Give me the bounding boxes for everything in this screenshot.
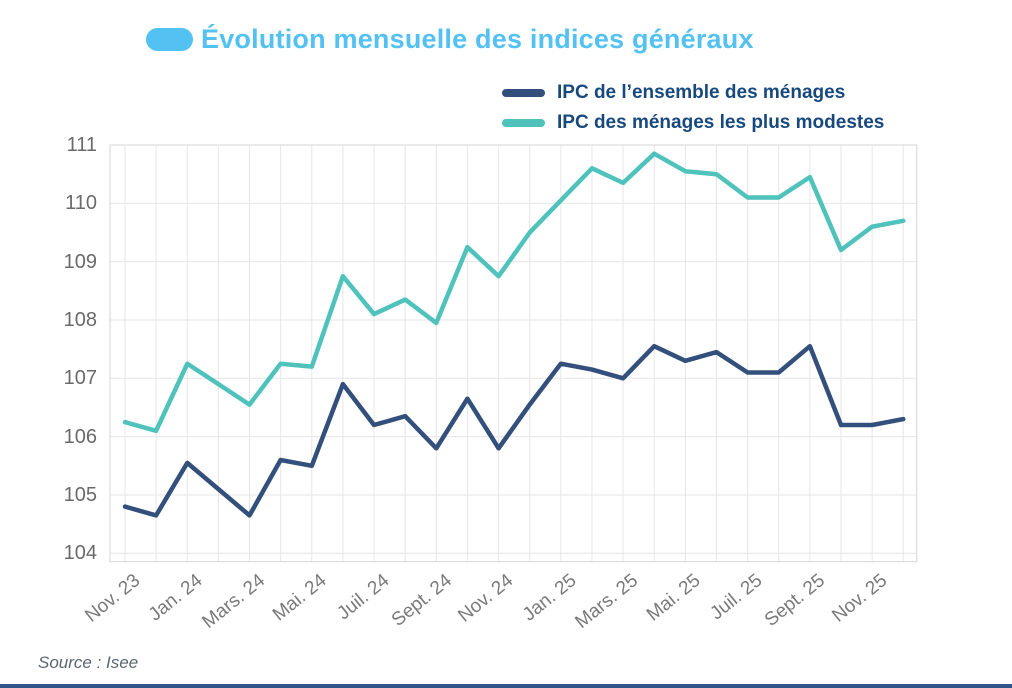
- y-tick-label: 109: [63, 250, 97, 273]
- legend-item-ensemble: IPC de l’ensemble des ménages: [502, 78, 884, 108]
- y-tick-label: 105: [63, 483, 97, 506]
- y-tick-label: 108: [63, 308, 97, 331]
- series-line-ensemble: [122, 343, 906, 518]
- title-row: Évolution mensuelle des indices généraux: [146, 24, 754, 55]
- title-pill-icon: [146, 28, 193, 51]
- y-tick-label: 110: [65, 192, 97, 215]
- legend-swatch-ensemble: [502, 89, 545, 97]
- y-tick-label: 106: [63, 425, 97, 448]
- y-tick-label: 111: [66, 133, 97, 156]
- y-tick-label: 107: [63, 367, 97, 390]
- y-tick-label: 104: [63, 542, 97, 565]
- source-note: Source : Isee: [38, 653, 139, 672]
- legend-item-modestes: IPC des ménages les plus modestes: [502, 108, 884, 138]
- legend-label-modestes: IPC des ménages les plus modestes: [557, 112, 885, 133]
- legend-swatch-modestes: [502, 119, 545, 127]
- chart-title: Évolution mensuelle des indices généraux: [201, 24, 754, 54]
- bottom-accent-bar: [0, 684, 1012, 688]
- legend: IPC de l’ensemble des ménages IPC des mé…: [502, 78, 884, 138]
- legend-label-ensemble: IPC de l’ensemble des ménages: [557, 82, 846, 103]
- plot-border: [109, 144, 918, 563]
- series-line-modestes: [122, 151, 906, 434]
